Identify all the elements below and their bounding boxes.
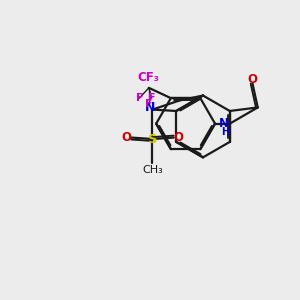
Text: CH₃: CH₃	[142, 165, 163, 175]
Text: N: N	[145, 101, 155, 114]
Text: F: F	[136, 93, 143, 103]
Text: F: F	[145, 99, 153, 109]
Text: H: H	[221, 127, 229, 137]
Text: O: O	[248, 73, 257, 86]
Text: F: F	[148, 93, 155, 103]
Text: O: O	[122, 131, 132, 144]
Text: CF₃: CF₃	[138, 71, 160, 84]
Text: O: O	[173, 131, 183, 144]
Text: S: S	[148, 133, 157, 146]
Text: N: N	[219, 117, 229, 130]
